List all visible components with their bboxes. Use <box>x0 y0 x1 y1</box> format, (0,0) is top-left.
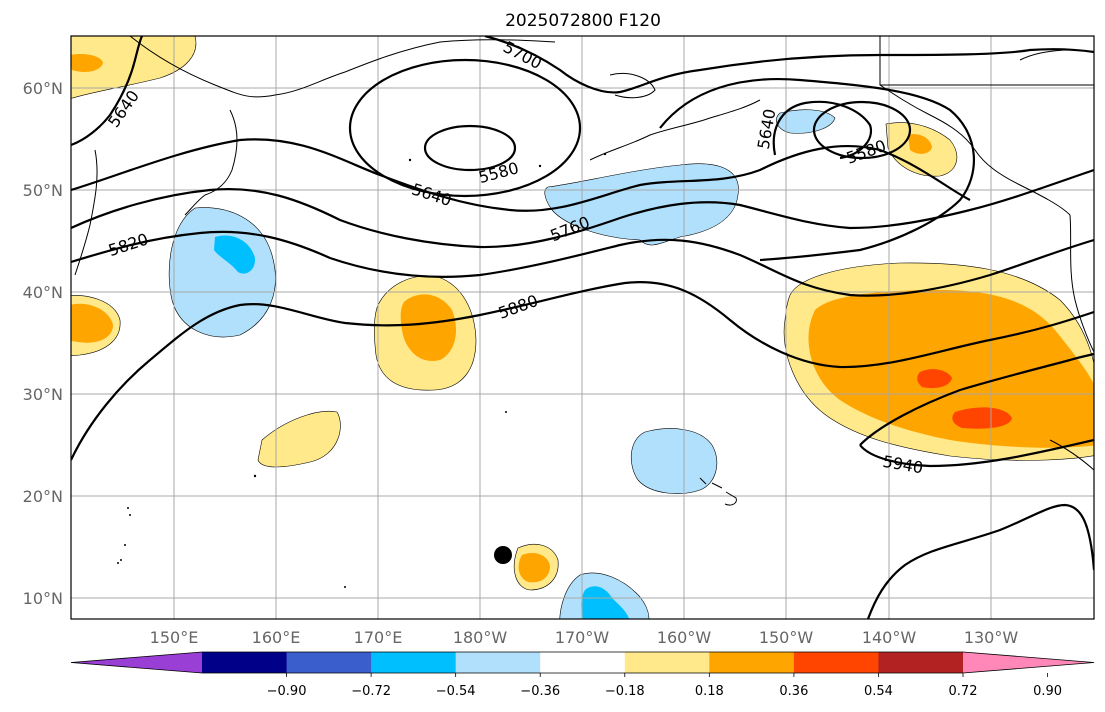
colorbar-tick-label: −0.72 <box>351 684 391 699</box>
lon-label: 180°W <box>453 628 508 647</box>
contour-5700 <box>484 36 1094 94</box>
contour-5580-low-west <box>423 124 517 172</box>
lat-label: 20°N <box>23 487 63 506</box>
colorbar-extend-low <box>71 652 202 673</box>
colorbar-tick-label: −0.18 <box>605 684 645 699</box>
lon-label: 150°E <box>150 628 199 647</box>
colorbar: −0.90 −0.72 −0.54 −0.36 −0.18 0.18 0.36 0.54 0.7… <box>70 651 1095 699</box>
lon-label: 150°W <box>759 628 814 647</box>
colorbar-segment <box>709 652 795 673</box>
figure-title: 2025072800 F120 <box>505 11 661 31</box>
colorbar-tick-label: 0.90 <box>1033 684 1062 699</box>
map-frame <box>70 35 1095 620</box>
contour-5580-east <box>812 100 912 160</box>
colorbar-outline <box>70 651 1095 674</box>
colorbar-segment <box>371 652 457 673</box>
contour-east-ring <box>659 78 976 262</box>
contour-5940 <box>859 352 1094 468</box>
colorbar-tick-label: 0.72 <box>949 684 978 699</box>
lon-labels: 150°E 160°E 170°E 180°W 170°W 160°W 150°… <box>150 628 1019 647</box>
colorbar-tick-label: −0.36 <box>520 684 560 699</box>
contour-south <box>866 503 1094 619</box>
colorbar-tick-label: 0.54 <box>864 684 893 699</box>
contour-5640-low-west <box>348 58 582 198</box>
colorbar-segment <box>878 652 964 673</box>
location-marker <box>494 546 512 564</box>
shading-red-orange <box>917 369 1012 429</box>
contour-5820b <box>71 230 1094 297</box>
lon-label: 170°E <box>354 628 403 647</box>
colorbar-tick-label: 0.18 <box>695 684 724 699</box>
colorbar-extend-high <box>963 652 1094 673</box>
lat-labels: 10°N 20°N 30°N 40°N 50°N 60°N <box>23 79 63 608</box>
colorbar-tick-label: −0.54 <box>436 684 476 699</box>
coastlines <box>74 36 1094 506</box>
colorbar-segment <box>286 652 372 673</box>
lat-label: 30°N <box>23 385 63 404</box>
islands <box>117 152 607 588</box>
height-contours <box>71 36 1094 619</box>
colorbar-segment <box>455 652 541 673</box>
contour-5820 <box>71 168 1094 249</box>
contour-5640-west <box>71 36 143 147</box>
colorbar-segment <box>624 652 710 673</box>
colorbar-tick-label: −0.90 <box>267 684 307 699</box>
lat-label: 50°N <box>23 181 63 200</box>
gridlines <box>71 36 1094 619</box>
shading-blue <box>214 235 630 619</box>
colorbar-tick-label: 0.36 <box>779 684 808 699</box>
colorbar-segment <box>793 652 879 673</box>
lat-label: 10°N <box>23 589 63 608</box>
lat-label: 40°N <box>23 283 63 302</box>
lon-label: 160°E <box>252 628 301 647</box>
contour-5760 <box>71 138 971 212</box>
lon-label: 160°W <box>657 628 712 647</box>
lon-label: 140°W <box>862 628 917 647</box>
map-area: 5700 5640 5580 5640 5820 5760 5880 5640 … <box>71 36 1094 619</box>
colorbar-segment <box>202 652 288 673</box>
shading-orange <box>71 54 1094 583</box>
lat-label: 60°N <box>23 79 63 98</box>
colorbar-segment <box>540 652 626 673</box>
lon-label: 170°W <box>555 628 610 647</box>
contour-5880 <box>71 281 1094 461</box>
lon-label: 130°W <box>964 628 1019 647</box>
